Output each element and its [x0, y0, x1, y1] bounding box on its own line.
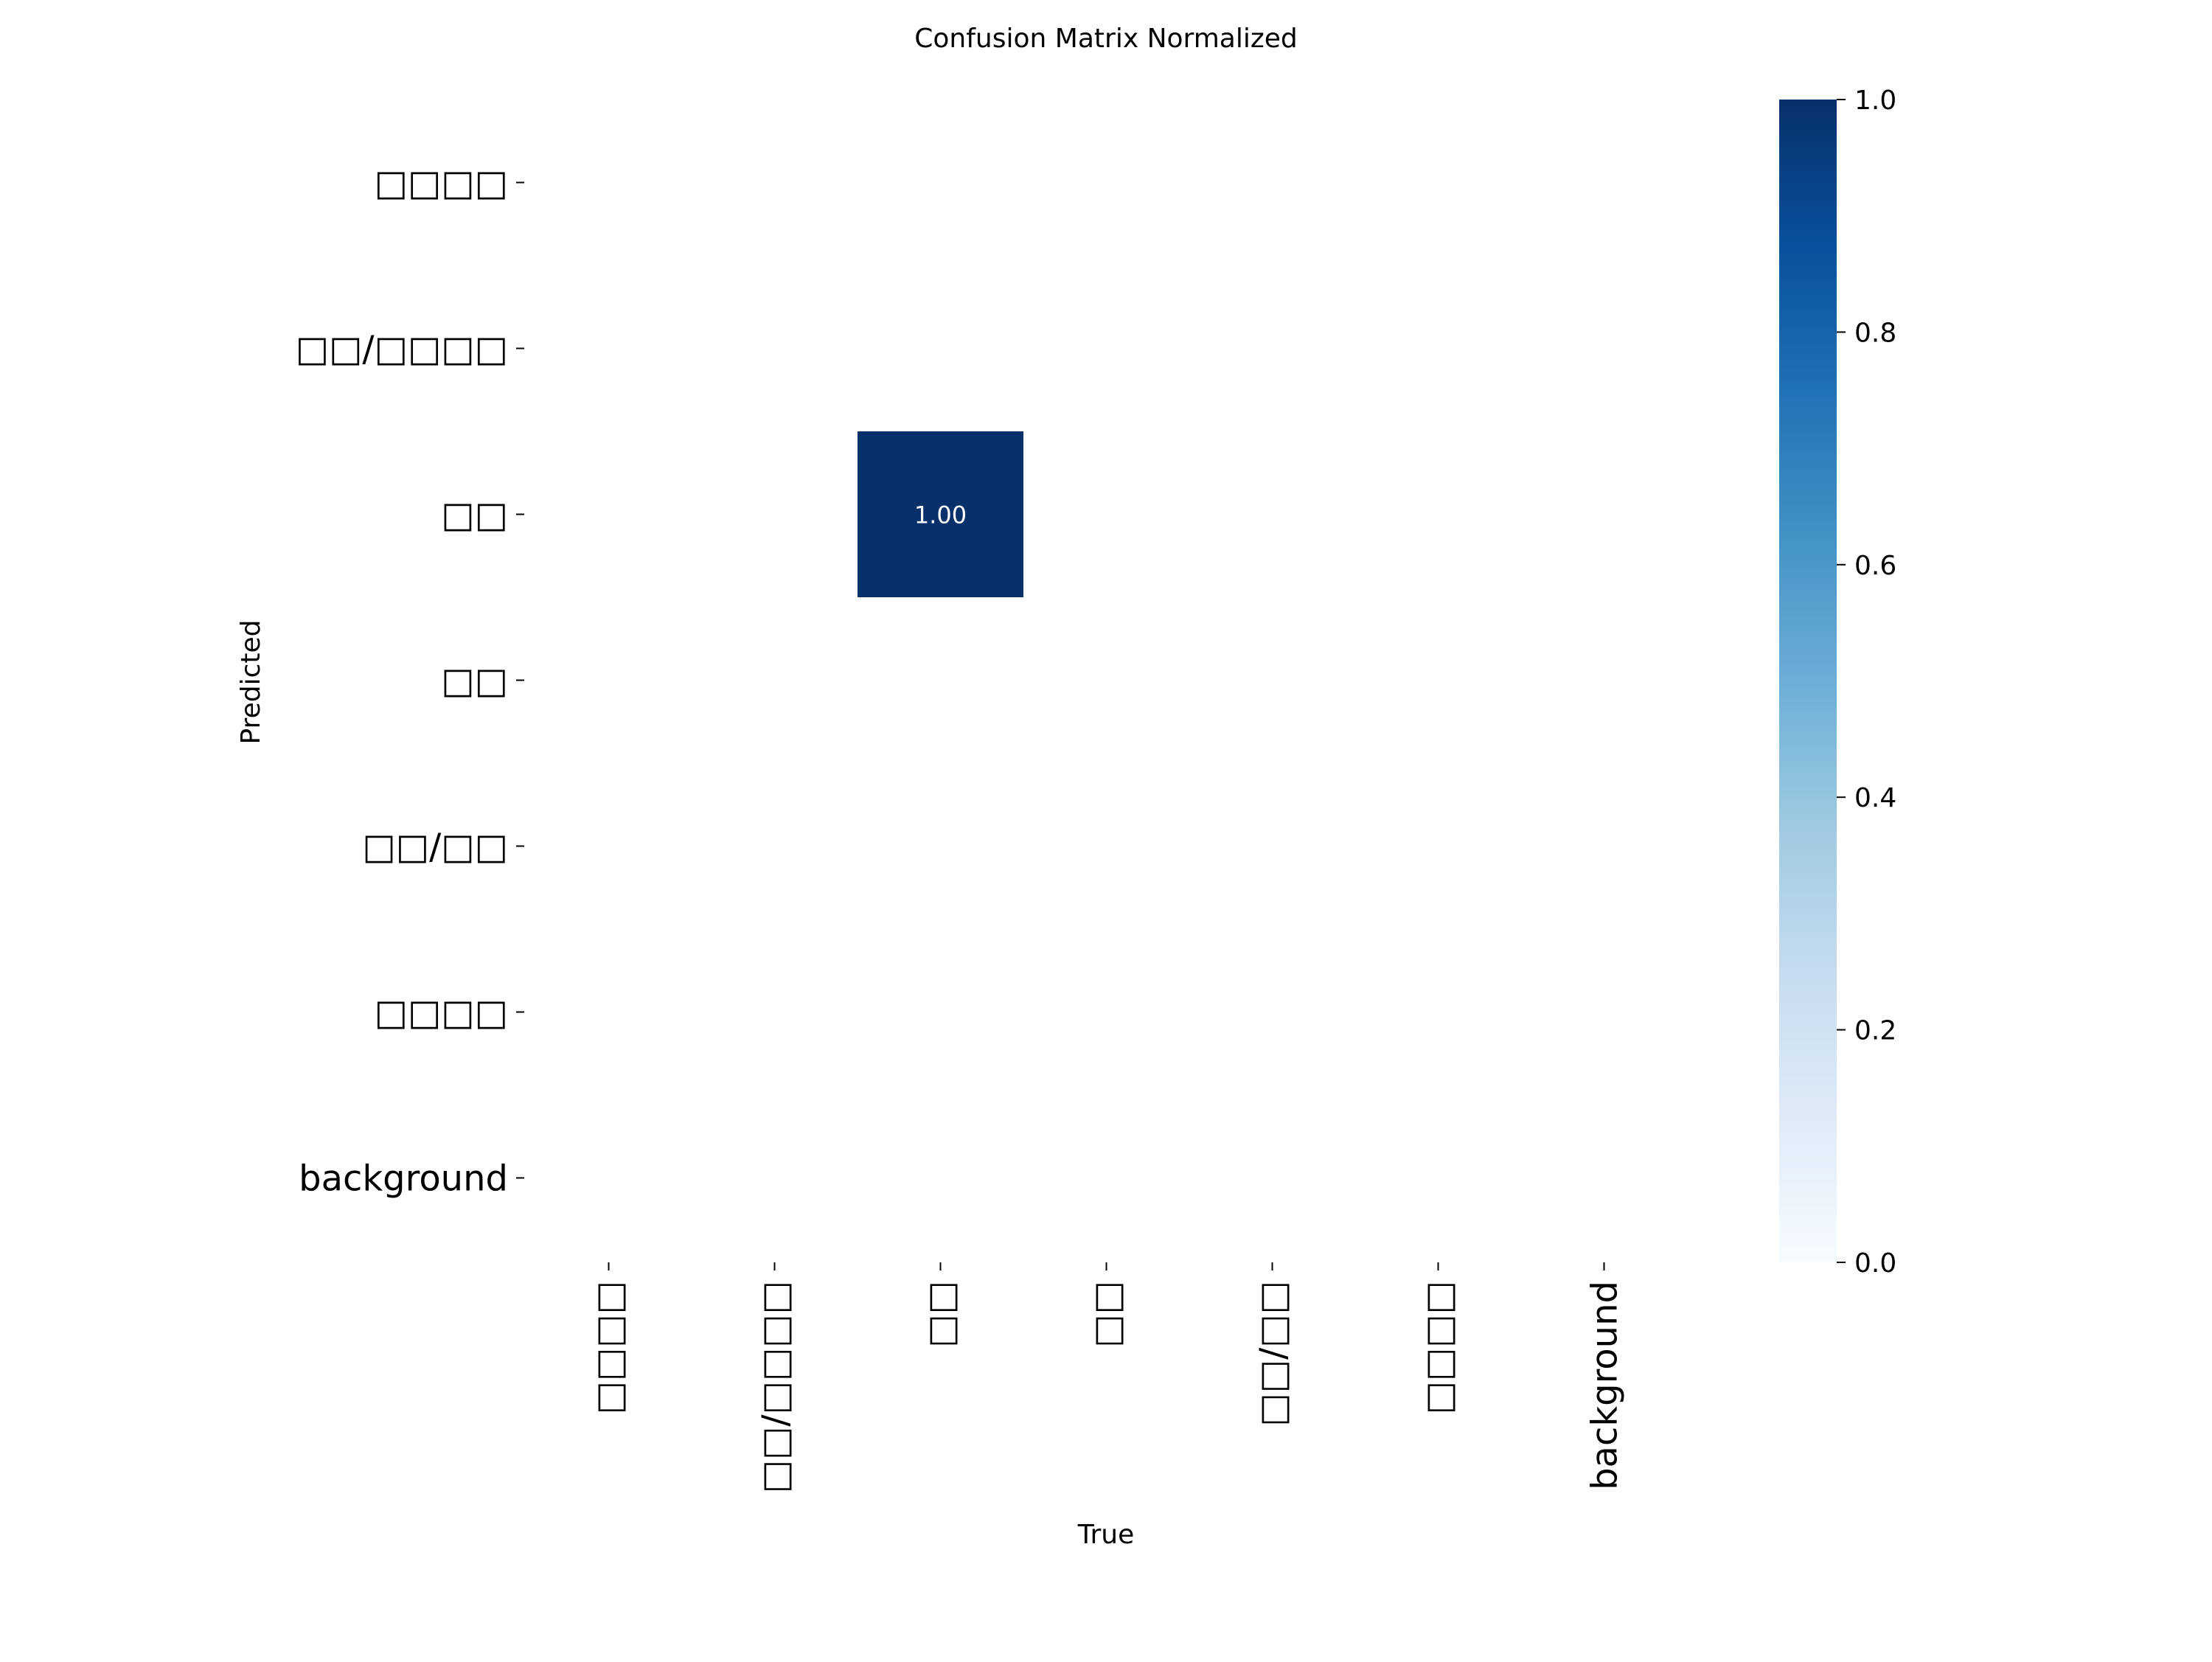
- x-tick-label-cat-2: □□: [921, 1281, 962, 1348]
- colorbar-tick-label-0-2: 0.2: [1854, 1016, 1896, 1046]
- colorbar-tick-label-0-0: 0.0: [1854, 1248, 1896, 1279]
- x-tick-label-cat-4: □□/□□: [1253, 1281, 1294, 1427]
- y-tick-label-cat-4: □□/□□: [362, 827, 508, 868]
- x-tick-label-background: background: [1585, 1281, 1626, 1490]
- x-tick-label-cat-3: □□: [1087, 1281, 1128, 1348]
- y-axis-ticks: □□□□□□/□□□□□□□□□□/□□□□□□background: [296, 163, 524, 1200]
- heatmap-cell-r2-c2: [858, 431, 1023, 597]
- y-tick-label-cat-5: □□□□: [375, 992, 508, 1034]
- y-tick-label-cat-1: □□/□□□□: [296, 329, 508, 370]
- chart-title: Confusion Matrix Normalized: [914, 24, 1297, 54]
- heatmap-cells: 1.00: [858, 431, 1023, 597]
- x-axis-label: True: [1077, 1520, 1134, 1550]
- x-tick-label-cat-1: □□/□□□□: [755, 1281, 796, 1493]
- colorbar: [1779, 100, 1837, 1262]
- colorbar-tick-label-0-6: 0.6: [1854, 551, 1896, 581]
- x-axis-ticks: □□□□ □□/□□□□ □□ □□ □□/□□ □□□□ background: [589, 1262, 1626, 1493]
- x-tick-label-cat-5: □□□□: [1419, 1281, 1460, 1414]
- colorbar-ticks: 0.0 0.2 0.4 0.6 0.8 1.0: [1837, 86, 1896, 1279]
- colorbar-tick-label-0-4: 0.4: [1854, 783, 1896, 813]
- cell-value-label: 1.00: [914, 501, 967, 529]
- colorbar-tick-label-0-8: 0.8: [1854, 318, 1896, 348]
- x-tick-label-cat-0: □□□□: [589, 1281, 630, 1414]
- y-tick-label-cat-0: □□□□: [375, 163, 508, 204]
- colorbar-tick-label-1-0: 1.0: [1854, 86, 1896, 116]
- y-tick-label-cat-3: □□: [441, 661, 508, 702]
- y-axis-label: Predicted: [236, 620, 266, 745]
- y-tick-label-background: background: [299, 1158, 508, 1200]
- y-tick-label-cat-2: □□: [441, 495, 508, 536]
